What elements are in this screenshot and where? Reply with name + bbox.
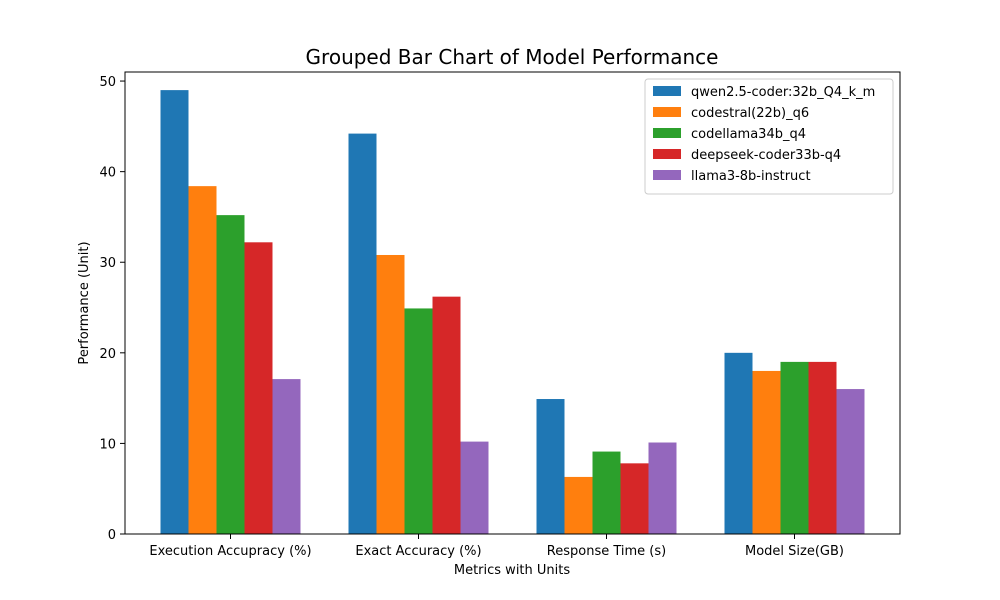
bar-5-2: [460, 441, 489, 534]
legend: qwen2.5-coder:32b_Q4_k_m codestral(22b)_q…: [644, 78, 894, 195]
bar-1-1: [160, 90, 189, 534]
x-axis: Execution Accupracy (%) Exact Accuracy (%…: [149, 534, 844, 559]
legend-label-2: codestral(22b)_q6: [691, 106, 809, 121]
x-tick-label: Exact Accuracy (%): [355, 544, 481, 559]
bars-layer: [160, 90, 865, 535]
bar-4-3: [620, 463, 649, 534]
y-axis-title: Performance (Unit): [77, 241, 92, 364]
bar-1-3: [536, 399, 565, 534]
bar-2-2: [376, 254, 405, 535]
x-tick-label: Response Time (s): [547, 544, 666, 559]
legend-swatch-4: [653, 149, 681, 159]
legend-label-1: qwen2.5-coder:32b_Q4_k_m: [691, 85, 875, 100]
bar-4-2: [432, 296, 461, 534]
bar-3-4: [780, 361, 809, 534]
y-tick-label: 40: [99, 166, 116, 181]
bar-5-1: [272, 379, 301, 534]
y-tick-label: 10: [99, 437, 116, 452]
y-tick-label: 30: [99, 256, 116, 271]
legend-swatch-3: [653, 128, 681, 138]
bar-3-1: [216, 215, 245, 535]
bar-1-2: [348, 133, 377, 534]
x-tick-label: Execution Accupracy (%): [149, 544, 311, 559]
bar-2-3: [564, 476, 593, 534]
plot-frame: [124, 71, 901, 535]
bar-1-4: [724, 352, 753, 534]
bar-5-3: [648, 442, 677, 534]
legend-label-5: llama3-8b-instruct: [691, 169, 811, 184]
bar-3-3: [592, 451, 621, 534]
legend-label-3: codellama34b_q4: [691, 127, 806, 142]
bar-2-4: [752, 370, 781, 534]
x-axis-title: Metrics with Units: [454, 563, 570, 578]
bar-3-2: [404, 308, 433, 534]
legend-label-4: deepseek-coder33b-q4: [691, 148, 841, 163]
bar-5-4: [836, 389, 865, 534]
y-axis: 0 10 20 30 40 50: [99, 75, 125, 543]
legend-swatch-5: [653, 170, 681, 180]
legend-frame: [644, 78, 894, 195]
y-tick-label: 20: [99, 347, 116, 362]
bar-4-4: [808, 361, 837, 534]
y-tick-label: 0: [108, 528, 116, 543]
bar-4-1: [244, 242, 273, 534]
x-tick-label: Model Size(GB): [745, 544, 844, 559]
chart-title: Grouped Bar Chart of Model Performance: [306, 45, 719, 69]
y-tick-label: 50: [99, 75, 116, 90]
legend-swatch-1: [653, 86, 681, 96]
bar-2-1: [188, 186, 217, 534]
legend-swatch-2: [653, 107, 681, 117]
